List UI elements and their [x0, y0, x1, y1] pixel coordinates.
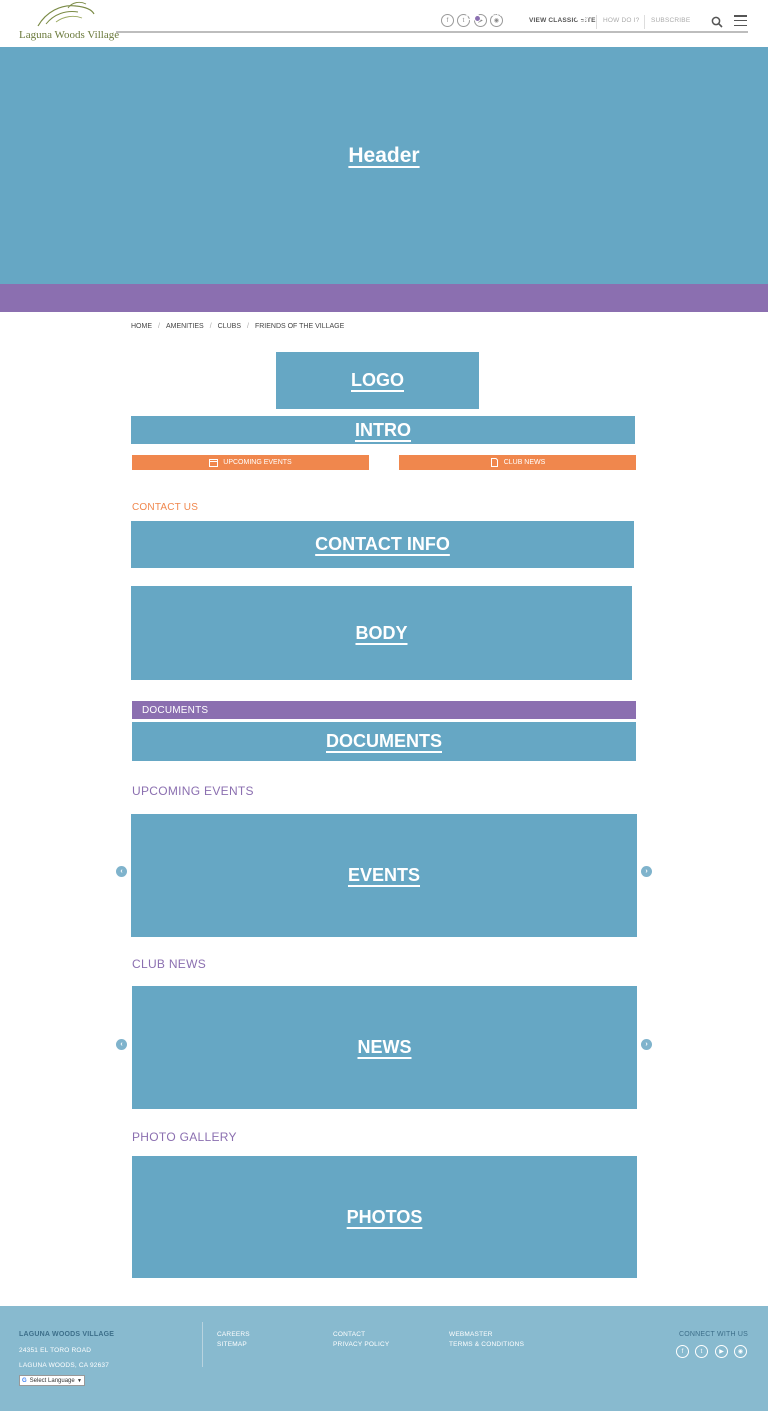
header-label: Header: [348, 143, 420, 167]
footer-link-sitemap[interactable]: SITEMAP: [217, 1341, 247, 1348]
google-icon: G: [22, 1377, 27, 1384]
subscribe-link[interactable]: SUBSCRIBE: [651, 17, 691, 24]
body-label: BODY: [355, 622, 408, 643]
documents-bar[interactable]: DOCUMENTS: [132, 701, 636, 719]
documents-label: DOCUMENTS: [326, 731, 442, 751]
footer-link-privacy[interactable]: PRIVACY POLICY: [333, 1341, 390, 1348]
calendar-icon: [465, 6, 481, 22]
twitter-icon[interactable]: t: [457, 14, 470, 27]
club-news-label: CLUB NEWS: [503, 459, 546, 466]
breadcrumb-separator: /: [158, 323, 160, 330]
nav-label: NEWS: [400, 10, 423, 18]
document-icon: [490, 458, 498, 467]
chevron-down-icon: ▼: [77, 1377, 82, 1384]
intro-label: INTRO: [355, 419, 411, 440]
nav-label: RESIDENTS: [600, 10, 643, 18]
news-next-arrow-icon[interactable]: ›: [641, 1039, 652, 1050]
facebook-icon[interactable]: f: [676, 1345, 689, 1358]
language-select-label: Select Language: [29, 1377, 75, 1384]
contact-us-heading: CONTACT US: [132, 502, 199, 513]
breadcrumb-separator: /: [209, 323, 212, 330]
connect-with-us-heading: CONNECT WITH US: [679, 1331, 748, 1338]
top-bar-rule: [116, 31, 748, 33]
footer-org-name: LAGUNA WOODS VILLAGE: [19, 1331, 115, 1338]
header-placeholder: Header: [0, 47, 768, 284]
breadcrumb-amenities[interactable]: AMENITIES: [165, 323, 204, 330]
nav-label: CALENDARS: [491, 10, 537, 18]
logo-label: LOGO: [351, 370, 404, 390]
contact-info-placeholder: CONTACT INFO: [131, 521, 634, 568]
rss-icon[interactable]: ◉: [490, 14, 503, 27]
news-prev-arrow-icon[interactable]: ‹: [116, 1039, 127, 1050]
footer-link-terms[interactable]: TERMS & CONDITIONS: [449, 1341, 525, 1348]
breadcrumb-current: FRIENDS OF THE VILLAGE: [254, 323, 345, 330]
language-select[interactable]: G Select Language ▼: [19, 1375, 85, 1386]
top-link-divider: [596, 15, 597, 29]
nav-item-residents[interactable]: RESIDENTS: [574, 0, 643, 28]
nav-item-calendars[interactable]: CALENDARS: [465, 0, 537, 28]
footer-divider: [202, 1322, 203, 1367]
upcoming-events-label: UPCOMING EVENTS: [223, 459, 292, 466]
site-footer: [0, 1306, 768, 1411]
calendar-icon: [209, 459, 219, 467]
news-carousel-placeholder: NEWS: [132, 986, 637, 1109]
nav-item-amenities[interactable]: AMENITIES: [265, 0, 331, 28]
site-logo[interactable]: [16, 0, 116, 44]
events-label: EVENTS: [347, 865, 421, 885]
village-leaf-logo-icon: [37, 1, 95, 27]
breadcrumb-home[interactable]: HOME: [131, 323, 152, 330]
club-logo-placeholder: LOGO: [276, 352, 479, 409]
events-next-arrow-icon[interactable]: ›: [641, 866, 652, 877]
search-icon[interactable]: [711, 15, 723, 28]
documents-placeholder: DOCUMENTS: [132, 722, 636, 761]
photo-gallery-heading: PHOTO GALLERY: [132, 1130, 237, 1144]
footer-link-careers[interactable]: CAREERS: [217, 1331, 250, 1338]
facebook-icon[interactable]: f: [441, 14, 454, 27]
top-link-divider: [644, 15, 645, 29]
youtube-icon[interactable]: ▶: [715, 1345, 728, 1358]
footer-link-webmaster[interactable]: WEBMASTER: [449, 1331, 493, 1338]
main-nav: [0, 284, 768, 312]
breadcrumb-separator: /: [246, 323, 249, 330]
club-news-heading: CLUB NEWS: [132, 957, 207, 971]
hamburger-menu-icon[interactable]: [734, 15, 747, 27]
upcoming-events-heading: UPCOMING EVENTS: [132, 784, 254, 798]
photos-placeholder: PHOTOS: [132, 1156, 637, 1278]
nav-label: NEIGHBORHOODS: [157, 10, 224, 18]
view-classic-site-link[interactable]: VIEW CLASSIC SITE: [529, 17, 596, 24]
club-news-button[interactable]: CLUB NEWS: [399, 455, 636, 470]
body-placeholder: BODY: [131, 586, 632, 680]
breadcrumb-clubs[interactable]: CLUBS: [217, 323, 241, 330]
rss-icon[interactable]: ◉: [734, 1345, 747, 1358]
breadcrumb: HOME / AMENITIES / CLUBS / FRIENDS OF TH…: [131, 323, 344, 330]
twitter-icon[interactable]: t: [695, 1345, 708, 1358]
resident-icon: [574, 6, 590, 22]
intro-placeholder: INTRO: [131, 416, 635, 444]
contact-info-label: CONTACT INFO: [315, 534, 450, 554]
footer-link-contact[interactable]: CONTACT: [333, 1331, 366, 1338]
events-carousel-placeholder: EVENTS: [131, 814, 637, 937]
upcoming-events-button[interactable]: UPCOMING EVENTS: [132, 455, 369, 470]
newspaper-icon: [374, 6, 390, 22]
photos-label: PHOTOS: [346, 1206, 423, 1227]
house-icon: [131, 6, 147, 22]
events-prev-arrow-icon[interactable]: ‹: [116, 866, 127, 877]
site-name: Laguna Woods Village: [19, 29, 120, 41]
nav-item-neighborhoods[interactable]: NEIGHBORHOODS: [131, 0, 224, 28]
amenities-icon: [265, 6, 281, 22]
news-label: NEWS: [357, 1037, 412, 1057]
how-do-i-link[interactable]: HOW DO I?: [603, 17, 640, 24]
nav-item-news[interactable]: NEWS: [374, 0, 422, 28]
nav-label: AMENITIES: [291, 10, 332, 18]
footer-street: 24351 EL TORO ROAD: [19, 1347, 92, 1354]
footer-city: LAGUNA WOODS, CA 92637: [19, 1362, 110, 1369]
